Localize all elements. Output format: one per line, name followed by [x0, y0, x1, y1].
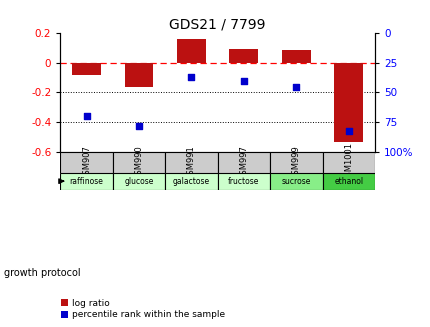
Bar: [322, 173, 374, 190]
Text: GSM991: GSM991: [187, 145, 196, 180]
Bar: [60, 152, 113, 173]
Text: ethanol: ethanol: [333, 177, 362, 186]
Bar: [334, 62, 362, 142]
Text: GSM1001: GSM1001: [344, 143, 353, 182]
Bar: [281, 50, 310, 62]
Legend: log ratio, percentile rank within the sample: log ratio, percentile rank within the sa…: [60, 299, 225, 319]
Point: [344, 128, 351, 133]
Text: raffinose: raffinose: [70, 177, 103, 186]
Text: growth protocol: growth protocol: [4, 268, 81, 278]
Text: GSM907: GSM907: [82, 145, 91, 180]
Bar: [113, 173, 165, 190]
Point: [83, 114, 90, 119]
Bar: [270, 173, 322, 190]
Text: GSM999: GSM999: [291, 145, 300, 180]
Title: GDS21 / 7799: GDS21 / 7799: [169, 18, 265, 31]
Bar: [217, 173, 270, 190]
Point: [240, 78, 247, 83]
Text: GSM990: GSM990: [134, 145, 143, 180]
Bar: [165, 173, 217, 190]
Text: fructose: fructose: [227, 177, 259, 186]
Bar: [60, 173, 113, 190]
Bar: [217, 152, 270, 173]
Point: [292, 84, 299, 89]
Bar: [165, 152, 217, 173]
Point: [135, 123, 142, 129]
Bar: [72, 62, 101, 75]
Text: sucrose: sucrose: [281, 177, 310, 186]
Point: [187, 74, 194, 79]
Bar: [113, 152, 165, 173]
Bar: [229, 49, 258, 62]
Text: GSM997: GSM997: [239, 145, 248, 180]
Bar: [322, 152, 374, 173]
Bar: [124, 62, 153, 87]
Text: glucose: glucose: [124, 177, 154, 186]
Bar: [270, 152, 322, 173]
Bar: [177, 40, 206, 62]
Text: galactose: galactose: [172, 177, 209, 186]
